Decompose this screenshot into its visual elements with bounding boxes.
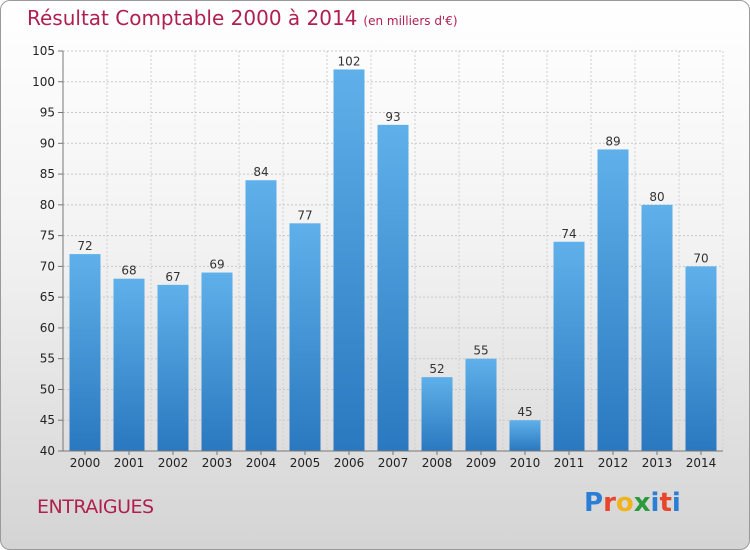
x-tick-label-2010: 2010 (510, 456, 541, 470)
y-tick-label: 100 (32, 75, 55, 89)
value-label-2006: 102 (338, 54, 361, 68)
value-label-2011: 74 (561, 227, 576, 241)
bar-2010 (509, 420, 541, 451)
bar-2009 (465, 358, 497, 451)
y-tick-label: 80 (40, 198, 55, 212)
y-tick-label: 60 (40, 321, 55, 335)
value-label-2012: 89 (605, 134, 620, 148)
x-tick-label-2012: 2012 (598, 456, 629, 470)
x-tick-label-2000: 2000 (70, 456, 101, 470)
x-tick-label-2001: 2001 (114, 456, 145, 470)
value-label-2007: 93 (385, 110, 400, 124)
x-tick-label-2002: 2002 (158, 456, 189, 470)
axes: 40 45 50 55 60 65 70 75 80 85 90 95 100 105 2000 2001 20… (32, 44, 723, 470)
y-tick-label: 55 (40, 352, 55, 366)
x-tick-label-2004: 2004 (246, 456, 277, 470)
value-label-2008: 52 (429, 362, 444, 376)
place-name: ENTRAIGUES (37, 496, 154, 518)
x-tick-label-2007: 2007 (378, 456, 409, 470)
bar-2007 (377, 124, 409, 451)
y-tick-label: 65 (40, 290, 55, 304)
x-tick-label-2013: 2013 (642, 456, 673, 470)
y-tick-label: 45 (40, 413, 55, 427)
bar-2004 (245, 180, 277, 451)
x-tick-label-2003: 2003 (202, 456, 233, 470)
bar-2008 (421, 377, 453, 451)
x-tick-label-2009: 2009 (466, 456, 497, 470)
bar-2006 (333, 69, 365, 451)
value-label-2002: 67 (165, 270, 180, 284)
proxiti-logo: Proxiti (584, 488, 681, 518)
x-tick-label-2011: 2011 (554, 456, 585, 470)
y-tick-label: 40 (40, 444, 55, 458)
x-tick-label-2014: 2014 (686, 456, 717, 470)
chart-subtitle: (en milliers d'€) (363, 14, 458, 28)
y-tick-label: 85 (40, 167, 55, 181)
x-tick-label-2006: 2006 (334, 456, 365, 470)
y-tick-label: 95 (40, 106, 55, 120)
bar-2001 (113, 278, 145, 451)
bar-2011 (553, 241, 585, 451)
bar-2012 (597, 149, 629, 451)
value-label-2003: 69 (209, 258, 224, 272)
value-label-2014: 70 (693, 251, 708, 265)
value-label-2013: 80 (649, 190, 664, 204)
value-label-2010: 45 (517, 405, 532, 419)
y-tick-label: 50 (40, 382, 55, 396)
value-label-2004: 84 (253, 165, 268, 179)
bar-2002 (157, 284, 189, 451)
y-tick-label: 105 (32, 44, 55, 58)
value-label-2005: 77 (297, 208, 312, 222)
bar-2003 (201, 272, 233, 451)
chart-title-text: Résultat Comptable 2000 à 2014 (27, 6, 358, 30)
bars: 72 68 67 69 84 77 102 93 52 55 45 74 89 80 70 (69, 54, 717, 451)
bar-2005 (289, 223, 321, 451)
value-label-2000: 72 (77, 239, 92, 253)
value-label-2009: 55 (473, 344, 488, 358)
x-tick-label-2008: 2008 (422, 456, 453, 470)
x-tick-label-2005: 2005 (290, 456, 321, 470)
y-tick-label: 90 (40, 136, 55, 150)
value-label-2001: 68 (121, 264, 136, 278)
y-tick-label: 75 (40, 229, 55, 243)
chart-title: Résultat Comptable 2000 à 2014 (en millie… (27, 6, 458, 30)
y-tick-label: 70 (40, 259, 55, 273)
bar-2000 (69, 254, 101, 451)
bar-2014 (685, 266, 717, 451)
bar-2013 (641, 204, 673, 451)
